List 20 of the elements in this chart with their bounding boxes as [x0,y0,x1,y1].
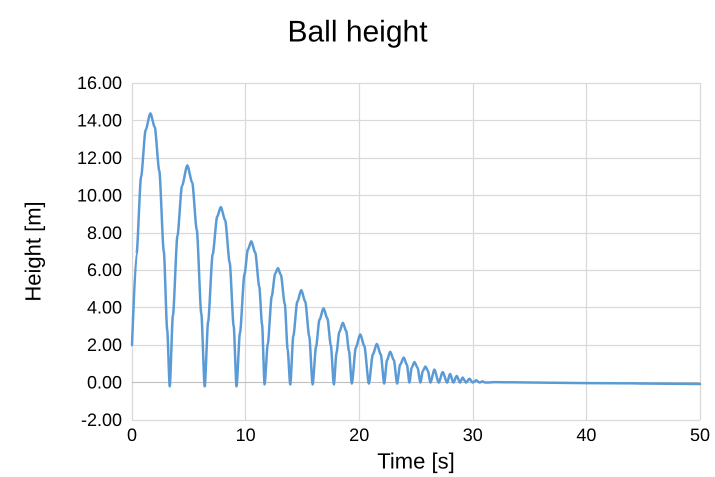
y-tick-label: 2.00 [86,335,122,356]
x-axis-title: Time [s] [377,448,455,474]
y-axis-title: Height [m] [20,201,46,302]
y-tick-label: 14.00 [76,110,122,130]
x-tick-label: 50 [690,425,710,445]
y-tick-label: 0.00 [86,372,122,393]
y-tick-label: 16.00 [76,73,122,93]
y-tick-label: -2.00 [80,410,122,430]
y-tick-label: 12.00 [76,148,122,168]
line-series [130,112,702,388]
x-tick-label: 40 [576,425,596,445]
x-tick-label: 10 [236,425,256,445]
y-tick-label: 6.00 [86,260,122,280]
x-tick-label: 20 [349,425,370,445]
y-tick-label: 8.00 [86,222,122,243]
y-tick-label: 4.00 [86,298,122,318]
y-tick-label: 10.00 [76,185,122,206]
chart-title: Ball height [287,16,428,48]
x-tick-label: 30 [462,425,483,445]
x-tick-label: 0 [126,425,138,445]
